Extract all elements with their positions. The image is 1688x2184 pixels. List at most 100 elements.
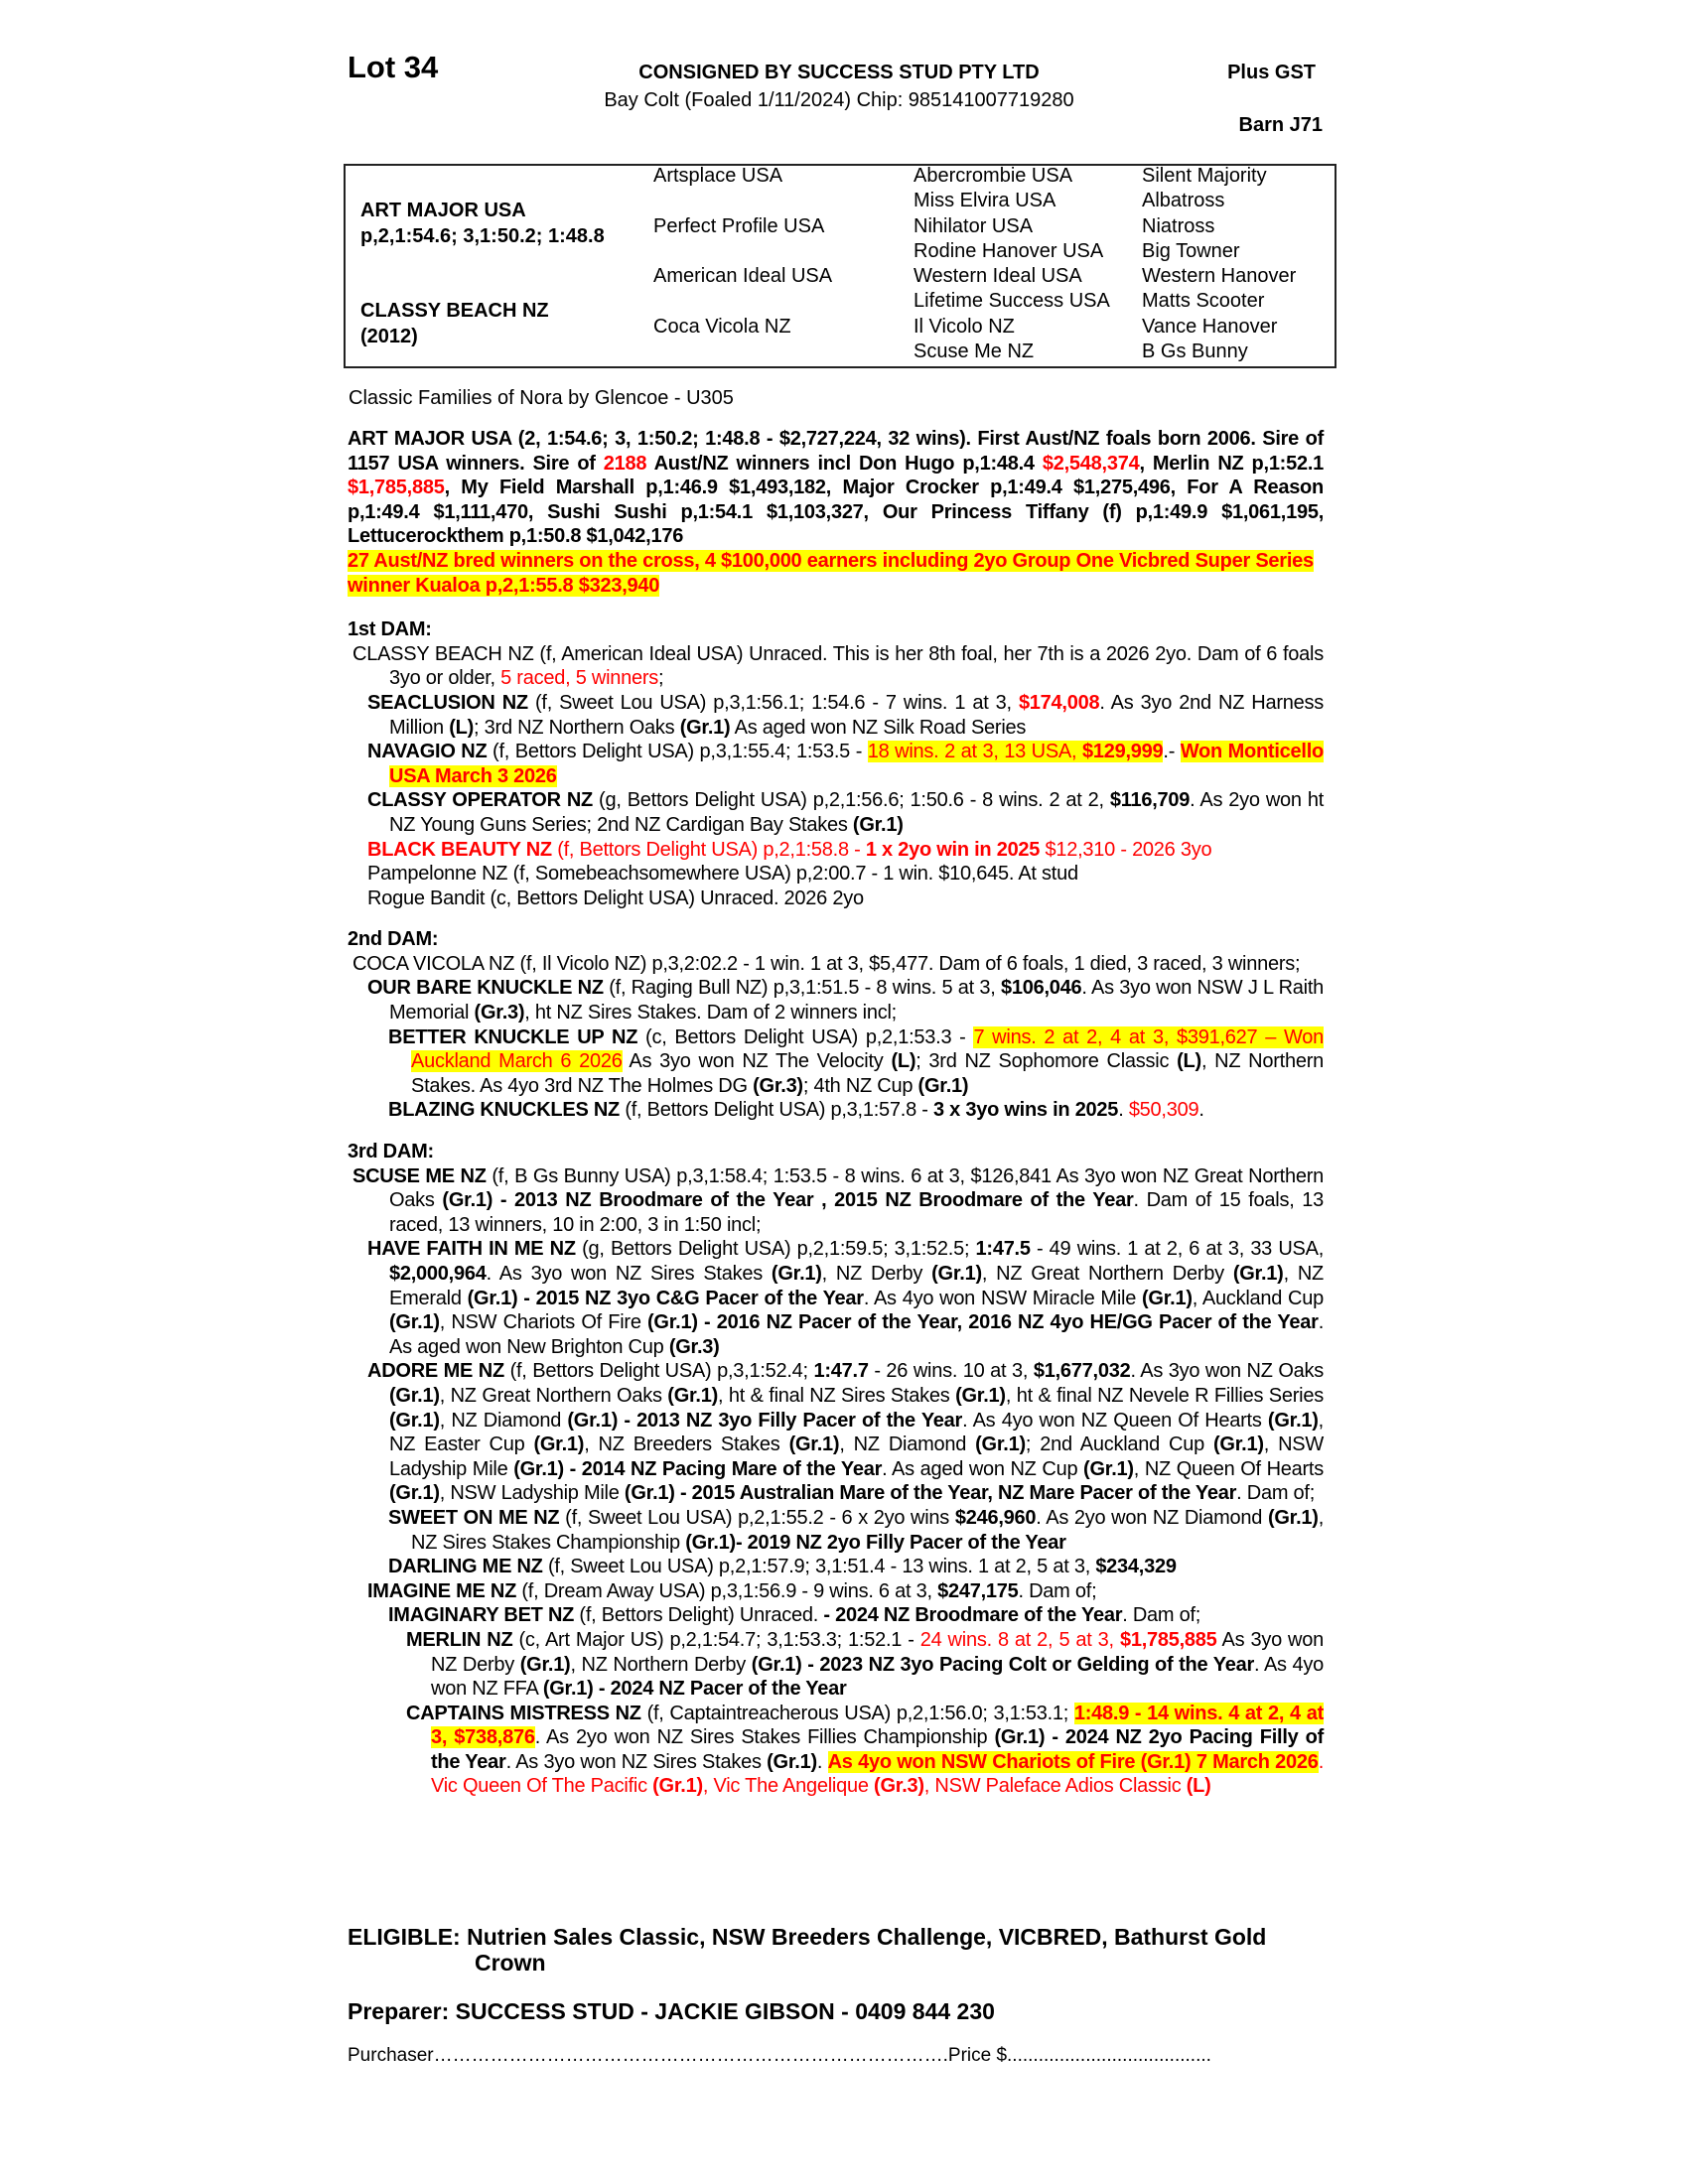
text-segment: (Gr.1) - 2024 NZ Pacer of the Year <box>542 1678 847 1701</box>
text-segment: $116,709 <box>1109 789 1191 812</box>
dam-sections: 1st DAM: CLASSY BEACH NZ (f, American Ide… <box>348 617 1324 1799</box>
ancestor: Miss Elvira USA <box>914 190 1056 212</box>
text-segment: (Gr.1) <box>1267 1506 1319 1529</box>
sire-record: p,2,1:54.6; 3,1:50.2; 1:48.8 <box>360 224 605 247</box>
text-segment: , ht & final NZ Nevele R Fillies Series <box>1005 1384 1324 1407</box>
text-segment: 1:47.7 <box>813 1360 869 1383</box>
text-segment: (f, Sweet Lou USA) p,2,1:57.9; 3,1:51.4 … <box>542 1556 1096 1578</box>
text-segment: 1 x 2yo win in 2025 <box>865 838 1041 861</box>
text-segment: (Gr.1) - 2013 NZ Broodmare of the Year ,… <box>442 1189 1134 1212</box>
text-segment: . As 3yo won NZ Sires Stakes <box>486 1263 772 1285</box>
text-segment: (f, Bettors Delight USA) p,3,1:52.4; <box>503 1360 814 1383</box>
text-segment: - 49 wins. 1 at 2, 6 at 3, 33 USA, <box>1030 1238 1325 1261</box>
text-segment: (f, B Gs Bunny USA) p,3,1:58.4; 1:53.5 -… <box>389 1164 1324 1212</box>
text-segment: $1,677,032 <box>1033 1360 1131 1383</box>
text-segment: (L) <box>449 716 475 739</box>
text-segment: (Gr.1) <box>975 1433 1026 1456</box>
text-segment: BLACK BEAUTY NZ <box>367 838 552 861</box>
pedigree-table: ART MAJOR USA p,2,1:54.6; 3,1:50.2; 1:48… <box>344 164 1336 368</box>
text-segment: . As 2yo won NZ Sires Stakes Fillies Cha… <box>534 1726 995 1749</box>
text-segment: , Vic The Angelique <box>702 1775 875 1798</box>
horse-description: Bay Colt (Foaled 1/11/2024) Chip: 985141… <box>604 89 1074 111</box>
progeny-entry: SEACLUSION NZ (f, Sweet Lou USA) p,3,1:5… <box>367 691 1324 740</box>
text-segment: $1,785,885 <box>348 477 445 499</box>
text-segment: (Gr.1) <box>533 1433 585 1456</box>
dam-name: CLASSY BEACH NZ <box>360 300 549 323</box>
text-segment: 27 Aust/NZ bred winners on the cross, 4 … <box>348 549 1314 597</box>
text-segment: , ht NZ Sires Stakes. Dam of 2 winners i… <box>524 1002 897 1024</box>
text-segment: OUR BARE KNUCKLE NZ <box>367 977 604 1000</box>
purchaser-field[interactable]: ………………………………………………………………………. <box>433 2045 948 2066</box>
text-segment: ; 4th NZ Cup <box>802 1074 918 1097</box>
text-segment: (Gr.1)- 2019 NZ 2yo Filly Pacer of the Y… <box>685 1531 1066 1554</box>
eligible-label: ELIGIBLE: <box>348 1924 461 1950</box>
text-segment: (g, Bettors Delight USA) p,2,1:59.5; 3,1… <box>575 1238 976 1261</box>
text-segment: As aged won NZ Silk Road Series <box>730 716 1027 739</box>
price-field[interactable]: ....................................... <box>1007 2045 1211 2066</box>
text-segment: (Gr.1) <box>917 1074 969 1097</box>
progeny-entry: Rogue Bandit (c, Bettors Delight USA) Un… <box>367 887 1324 911</box>
text-segment: .- <box>1163 741 1181 763</box>
text-segment: $2,548,374 <box>1042 452 1140 475</box>
text-segment: (f, Bettors Delight) Unraced. <box>574 1604 824 1627</box>
text-segment: , NSW Chariots Of Fire <box>439 1311 648 1334</box>
text-segment: (L) <box>891 1050 916 1073</box>
pedigree-col-gen4: Silent Majority Albatross Niatross Big T… <box>1142 164 1296 364</box>
progeny-entry: Pampelonne NZ (f, Somebeachsomewhere USA… <box>367 862 1324 887</box>
text-segment: As 4yo won NSW Chariots of Fire (Gr.1) 7… <box>827 1750 1319 1773</box>
text-segment: (Gr.3) <box>753 1074 803 1097</box>
text-segment: (f, Bettors Delight USA) p,3,1:57.8 - <box>620 1099 933 1122</box>
ancestor: Western Ideal USA <box>914 265 1082 288</box>
text-segment: (Gr.1) <box>852 813 904 836</box>
progeny-entry: BLACK BEAUTY NZ (f, Bettors Delight USA)… <box>367 838 1324 863</box>
text-segment: . As aged won NZ Cup <box>882 1457 1084 1480</box>
text-segment: $50,309 <box>1128 1099 1199 1122</box>
text-segment: $246,960 <box>954 1506 1037 1529</box>
text-segment: (Gr.1) <box>389 1482 440 1505</box>
text-segment: . <box>816 1750 828 1773</box>
text-segment: , NZ Easter Cup <box>389 1409 1324 1456</box>
text-segment: HAVE FAITH IN ME NZ <box>367 1238 576 1261</box>
sire-summary: ART MAJOR USA (2, 1:54.6; 3, 1:50.2; 1:4… <box>348 427 1324 549</box>
text-segment: (Gr.1) <box>955 1384 1006 1407</box>
text-segment: (Gr.1) <box>667 1384 719 1407</box>
text-segment: . Dam of 15 foals, 13 raced, 13 winners,… <box>389 1189 1324 1236</box>
text-segment: , My Field Marshall p,1:46.9 $1,493,182,… <box>348 477 1324 548</box>
text-segment: . Dam of; <box>1236 1482 1316 1505</box>
text-segment: , NZ Queen Of Hearts <box>1133 1457 1324 1480</box>
text-segment: (Gr.1) <box>679 716 731 739</box>
text-segment: (Gr.1) <box>1213 1433 1264 1456</box>
text-segment: (Gr.1) - 2015 Australian Mare of the Yea… <box>624 1482 1237 1505</box>
eligibility: ELIGIBLE: Nutrien Sales Classic, NSW Bre… <box>348 1924 1331 1976</box>
text-segment: ADORE ME NZ <box>367 1360 504 1383</box>
text-segment: , NSW Ladyship Mile <box>389 1433 1325 1480</box>
text-segment: . <box>1118 1099 1129 1122</box>
progeny-entry: SWEET ON ME NZ (f, Sweet Lou USA) p,2,1:… <box>388 1506 1324 1555</box>
text-segment: (g, Bettors Delight USA) p,2,1:56.6; 1:5… <box>593 789 1110 812</box>
text-segment: , NZ Northern Stakes. As 4yo 3rd NZ The … <box>411 1050 1324 1097</box>
purchase-form: Purchaser……………………………………………………………………….Pri… <box>348 2045 1211 2067</box>
text-segment: , Merlin NZ p,1:52.1 <box>1139 452 1325 475</box>
text-segment: BETTER KNUCKLE UP NZ <box>388 1025 638 1048</box>
text-segment: (f, Raging Bull NZ) p,3,1:51.5 - 8 wins.… <box>603 977 1001 1000</box>
grandparent: Perfect Profile USA <box>653 214 825 237</box>
text-segment: SWEET ON ME NZ <box>388 1506 560 1529</box>
pedigree-col-grandparents: Artsplace USA Perfect Profile USA Americ… <box>653 164 832 340</box>
progeny-entry: CLASSY OPERATOR NZ (g, Bettors Delight U… <box>367 788 1324 837</box>
text-segment: (f, Captaintreacherous USA) p,2,1:56.0; … <box>640 1702 1074 1724</box>
text-segment: (Gr.1) <box>389 1311 440 1334</box>
text-segment: $106,046 <box>1000 977 1082 1000</box>
progeny-entry: MERLIN NZ (c, Art Major US) p,2,1:54.7; … <box>406 1628 1324 1702</box>
text-segment: 24 wins. 8 at 2, 5 at 3, <box>919 1628 1120 1651</box>
text-segment: $1,785,885 <box>1119 1628 1217 1651</box>
purchaser-label: Purchaser <box>348 2045 434 2066</box>
ancestor: Western Hanover <box>1142 265 1297 288</box>
text-segment: , NZ Emerald <box>389 1263 1325 1309</box>
ancestor: Rodine Hanover USA <box>914 239 1104 262</box>
text-segment: 1:47.5 <box>975 1238 1031 1261</box>
text-segment: As 3yo won NZ Derby <box>431 1628 1324 1676</box>
grandparent: Artsplace USA <box>653 165 783 187</box>
dam-heading: 1st DAM: <box>348 618 432 641</box>
text-segment: (Gr.1) <box>389 1409 440 1432</box>
text-segment: . As 4yo won NSW Miracle Mile <box>863 1287 1142 1309</box>
